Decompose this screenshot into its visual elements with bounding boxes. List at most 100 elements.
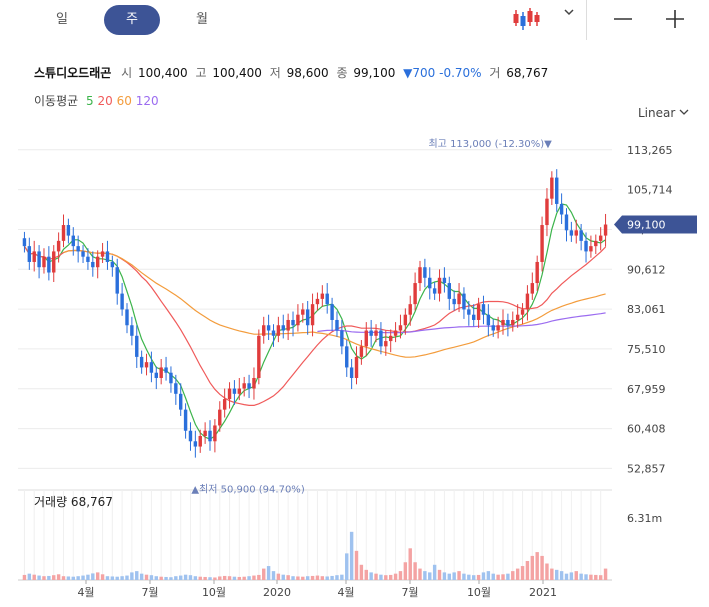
candle-body (291, 319, 295, 326)
volume-bar (545, 563, 549, 580)
volume-bar (47, 575, 51, 580)
candle-body (462, 293, 466, 310)
candle-body (555, 177, 559, 204)
volume-bar (359, 564, 364, 580)
ma-20[interactable]: 20 (97, 94, 113, 108)
volume-bar (467, 574, 471, 580)
ma-120-line (317, 312, 606, 334)
tab-monthly[interactable]: 월 (196, 12, 208, 27)
zoom-in-button[interactable] (663, 8, 687, 30)
candle-body (227, 388, 232, 400)
volume-bar (393, 573, 398, 580)
volume-bar (198, 576, 202, 580)
tab-daily[interactable]: 일 (56, 12, 68, 27)
candle-body (310, 304, 315, 326)
volume-bar (384, 575, 388, 580)
candle-body (86, 256, 90, 262)
volume-bar (208, 577, 212, 580)
open-value: 100,400 (137, 66, 188, 80)
candle-body (130, 325, 134, 336)
volume-bar (42, 576, 46, 580)
candle-body (340, 330, 344, 347)
volume-bar (301, 576, 305, 580)
volume-bar (432, 564, 437, 580)
candlestick-icon[interactable] (511, 6, 541, 32)
candle-body (208, 430, 212, 442)
candle-body (301, 309, 305, 315)
low-label: 저 (269, 66, 281, 80)
volume-bar (418, 568, 422, 580)
zoom-out-button[interactable] (611, 8, 635, 30)
candle-body (271, 330, 276, 336)
ma-120[interactable]: 120 (135, 94, 159, 108)
ma-label: 이동평균 (34, 94, 79, 108)
y-tick-label: 52,857 (627, 462, 666, 475)
volume-bar (115, 576, 119, 580)
candle-body (540, 225, 544, 262)
candle-body (32, 251, 36, 262)
candle-body (237, 388, 242, 394)
candle-body (37, 251, 41, 268)
volume-bar (496, 574, 500, 580)
high-value: 100,400 (212, 66, 262, 80)
candle-body (52, 251, 56, 273)
max-annotation: 최고 113,000 (-12.30%)▼ (428, 138, 552, 150)
candle-body (476, 304, 481, 320)
candle-body (115, 267, 119, 294)
volume-bar (320, 576, 325, 580)
volume-bar (447, 573, 452, 580)
chevron-down-icon[interactable] (563, 6, 575, 21)
candle-body (22, 238, 27, 247)
candle-body (315, 298, 320, 305)
volume-bar (178, 575, 183, 580)
volume-bar (174, 576, 178, 580)
scale-mode-dropdown[interactable]: Linear (638, 106, 689, 120)
candle-body (218, 409, 222, 426)
candle-body (584, 240, 588, 252)
candle-body (325, 293, 329, 305)
tab-weekly[interactable]: 주 (104, 5, 160, 35)
candle-body (164, 367, 168, 373)
candle-body (252, 377, 256, 389)
candle-body (520, 309, 525, 315)
candle-body (169, 372, 173, 384)
candle-body (369, 330, 373, 336)
volume-bar (325, 576, 329, 580)
volume-bar (125, 575, 129, 580)
candle-body (76, 246, 80, 252)
candle-body (413, 283, 417, 305)
candle-body (71, 235, 75, 247)
volume-bar (423, 571, 427, 580)
candle-body (247, 383, 251, 389)
volume-bar (462, 573, 466, 580)
volume-bar (364, 569, 368, 580)
volume-bar (222, 575, 227, 580)
volume-bar (535, 552, 539, 580)
y-tick-label: 90,612 (627, 263, 666, 276)
volume-bar (540, 555, 544, 580)
candle-body (579, 230, 583, 241)
ma-5[interactable]: 5 (86, 94, 94, 108)
ma-5-line (23, 203, 606, 440)
volume-bar (188, 575, 193, 580)
volume-bar (139, 573, 144, 580)
candle-body (379, 330, 383, 347)
stock-name: 스튜디오드래곤 (34, 66, 112, 80)
volume-bar (193, 576, 198, 580)
top-toolbar: 일 주 월 (0, 0, 709, 40)
candle-body (589, 246, 593, 252)
ma-60[interactable]: 60 (116, 94, 132, 108)
volume-bar (91, 573, 95, 580)
close-label: 종 (336, 66, 348, 80)
volume-label: 거 (489, 66, 501, 80)
y-tick-label: 67,959 (627, 383, 666, 396)
volume-bar (501, 574, 505, 580)
candle-body (120, 293, 124, 310)
volume-bar (227, 576, 232, 580)
candle-body (183, 409, 188, 431)
volume-bar (95, 572, 100, 580)
candle-body (418, 267, 422, 284)
candle-body (27, 246, 32, 262)
candle-body (447, 283, 452, 299)
